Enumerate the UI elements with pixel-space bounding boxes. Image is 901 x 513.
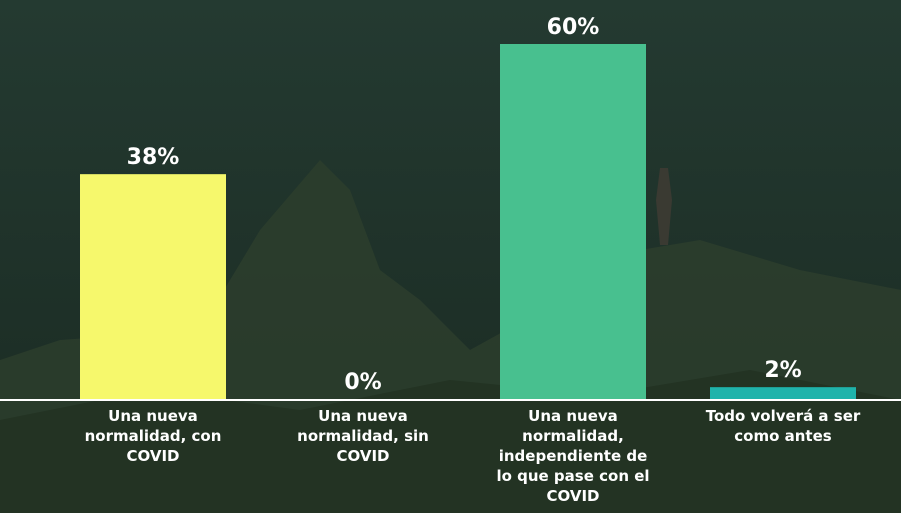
category-label: Una nueva normalidad, sin COVID: [283, 406, 443, 466]
value-label: 2%: [764, 358, 801, 383]
chart: 38% 0% 60% 2% Una nueva normalidad, con COV…: [0, 0, 901, 513]
value-label: 38%: [127, 145, 180, 170]
category-label: Una nueva normalidad, con COVID: [73, 406, 233, 466]
bar: [80, 174, 226, 399]
bar: [500, 44, 646, 399]
bar: [710, 387, 856, 399]
value-label: 60%: [547, 15, 600, 40]
value-label: 0%: [344, 370, 381, 395]
category-label: Todo volverá a ser como antes: [703, 406, 863, 446]
category-label: Una nueva normalidad, independiente de l…: [493, 406, 653, 506]
